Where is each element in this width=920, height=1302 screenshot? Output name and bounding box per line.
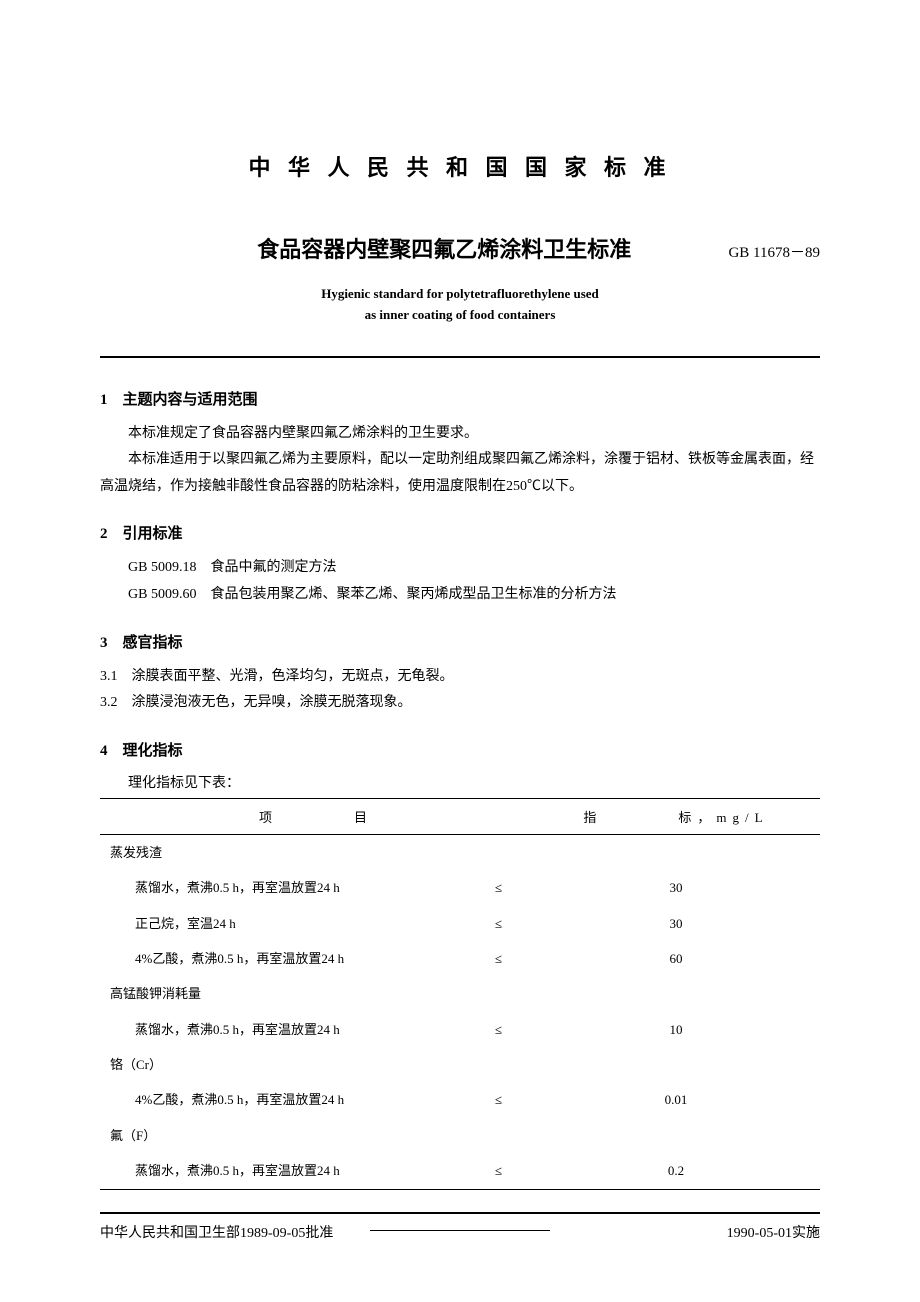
cell-item: 蒸馏水，煮沸0.5 h，再室温放置24 h xyxy=(100,870,471,905)
cell-op: ≤ xyxy=(471,1082,532,1117)
table-row: 蒸馏水，煮沸0.5 h，再室温放置24 h ≤ 0.2 xyxy=(100,1153,820,1189)
section-2-ref2: GB 5009.60 食品包装用聚乙烯、聚苯乙烯、聚丙烯成型品卫生标准的分析方法 xyxy=(100,582,820,609)
english-title: Hygienic standard for polytetrafluorethy… xyxy=(100,284,820,326)
en-title-line1: Hygienic standard for polytetrafluorethy… xyxy=(100,284,820,305)
cell-item: 正己烷，室温24 h xyxy=(100,906,471,941)
cell-op: ≤ xyxy=(471,941,532,976)
cell-value: 60 xyxy=(532,941,820,976)
cell-item: 蒸馏水，煮沸0.5 h，再室温放置24 h xyxy=(100,1012,471,1047)
group-label: 蒸发残渣 xyxy=(100,834,532,870)
section-1-heading: 1 主题内容与适用范围 xyxy=(100,388,820,409)
cell-value xyxy=(532,1118,820,1153)
table-row: 4%乙酸，煮沸0.5 h，再室温放置24 h ≤ 60 xyxy=(100,941,820,976)
footer-right: 1990-05-01实施 xyxy=(727,1222,820,1242)
cell-op: ≤ xyxy=(471,1153,532,1189)
th-value: 指 标，mg/L xyxy=(532,798,820,834)
section-2-heading: 2 引用标准 xyxy=(100,522,820,543)
section-1-p1: 本标准规定了食品容器内壁聚四氟乙烯涂料的卫生要求。 xyxy=(100,421,820,448)
table-header-row: 项 目 指 标，mg/L xyxy=(100,798,820,834)
cell-item: 4%乙酸，煮沸0.5 h，再室温放置24 h xyxy=(100,1082,471,1117)
cell-item: 4%乙酸，煮沸0.5 h，再室温放置24 h xyxy=(100,941,471,976)
cell-value: 30 xyxy=(532,906,820,941)
main-title: 食品容器内壁聚四氟乙烯涂料卫生标准 xyxy=(100,232,728,264)
cell-value: 0.01 xyxy=(532,1082,820,1117)
footer: 中华人民共和国卫生部1989-09-05批准 1990-05-01实施 xyxy=(100,1212,820,1242)
table-row: 正己烷，室温24 h ≤ 30 xyxy=(100,906,820,941)
table-row: 氟（F） xyxy=(100,1118,820,1153)
table-row: 蒸发残渣 xyxy=(100,834,820,870)
group-label: 铬（Cr） xyxy=(100,1047,532,1082)
standard-code: GB 11678－89 xyxy=(728,241,820,262)
table-row: 4%乙酸，煮沸0.5 h，再室温放置24 h ≤ 0.01 xyxy=(100,1082,820,1117)
section-4-heading: 4 理化指标 xyxy=(100,739,820,760)
th-item: 项 目 xyxy=(100,798,532,834)
spec-table: 项 目 指 标，mg/L 蒸发残渣 蒸馏水，煮沸0.5 h，再室温放置24 h … xyxy=(100,798,820,1190)
table-row: 蒸馏水，煮沸0.5 h，再室温放置24 h ≤ 10 xyxy=(100,1012,820,1047)
title-row: 食品容器内壁聚四氟乙烯涂料卫生标准 GB 11678－89 xyxy=(100,232,820,264)
group-label: 氟（F） xyxy=(100,1118,532,1153)
en-title-line2: as inner coating of food containers xyxy=(100,305,820,326)
footer-divider xyxy=(100,1212,820,1214)
table-row: 铬（Cr） xyxy=(100,1047,820,1082)
section-3-heading: 3 感官指标 xyxy=(100,631,820,652)
section-2-ref1: GB 5009.18 食品中氟的测定方法 xyxy=(100,555,820,582)
footer-left: 中华人民共和国卫生部1989-09-05批准 xyxy=(100,1222,333,1242)
table-wrapper: 理化指标见下表： 项 目 指 标，mg/L 蒸发残渣 蒸馏水，煮沸0.5 h，再… xyxy=(100,772,820,1190)
cell-op: ≤ xyxy=(471,1012,532,1047)
cell-value: 30 xyxy=(532,870,820,905)
cell-item: 蒸馏水，煮沸0.5 h，再室温放置24 h xyxy=(100,1153,471,1189)
cell-op: ≤ xyxy=(471,870,532,905)
table-row: 蒸馏水，煮沸0.5 h，再室温放置24 h ≤ 30 xyxy=(100,870,820,905)
section-3-item1: 3.1 涂膜表面平整、光滑，色泽均匀，无斑点，无龟裂。 xyxy=(100,664,820,691)
group-label: 高锰酸钾消耗量 xyxy=(100,976,532,1011)
country-title: 中 华 人 民 共 和 国 国 家 标 准 xyxy=(100,150,820,182)
cell-value xyxy=(532,1047,820,1082)
header-divider xyxy=(100,356,820,358)
cell-value xyxy=(532,976,820,1011)
cell-value xyxy=(532,834,820,870)
table-row: 高锰酸钾消耗量 xyxy=(100,976,820,1011)
section-3-item2: 3.2 涂膜浸泡液无色，无异嗅，涂膜无脱落现象。 xyxy=(100,690,820,717)
table-intro: 理化指标见下表： xyxy=(100,772,820,792)
cell-op: ≤ xyxy=(471,906,532,941)
section-1-p2: 本标准适用于以聚四氟乙烯为主要原料，配以一定助剂组成聚四氟乙烯涂料，涂覆于铝材、… xyxy=(100,447,820,500)
footer-row: 中华人民共和国卫生部1989-09-05批准 1990-05-01实施 xyxy=(100,1222,820,1242)
cell-value: 0.2 xyxy=(532,1153,820,1189)
cell-value: 10 xyxy=(532,1012,820,1047)
